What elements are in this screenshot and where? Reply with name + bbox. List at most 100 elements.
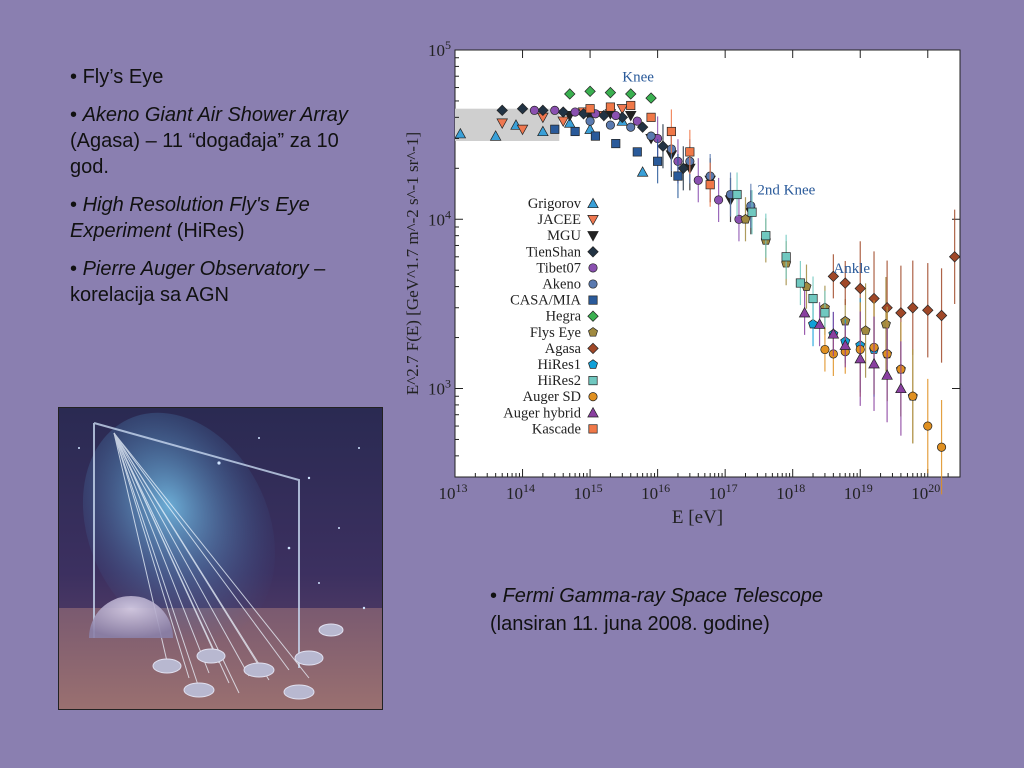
point-grigorov	[454, 127, 467, 139]
point-tibet07	[550, 105, 560, 115]
annotation-ankle: Ankle	[833, 261, 870, 277]
point-kascade	[705, 180, 715, 190]
point-auger-sd	[908, 391, 918, 401]
stars	[78, 437, 366, 610]
x-tick-label: 1020	[911, 481, 940, 503]
x-tick-label: 1014	[506, 481, 535, 503]
point-grigorov	[563, 117, 576, 128]
annotation-knee: Knee	[622, 70, 654, 86]
point-hegra	[625, 88, 637, 100]
legend-marker-hegra	[587, 310, 599, 322]
legend-label-kascade: Kascade	[532, 421, 581, 437]
point-hires2	[732, 189, 742, 200]
point-auger-hybrid	[854, 352, 867, 364]
point-agasa	[948, 251, 961, 263]
point-jacee	[616, 104, 629, 115]
point-auger-hybrid	[839, 339, 852, 350]
point-hires2	[747, 207, 757, 217]
point-grigorov	[489, 130, 502, 141]
point-grigorov	[584, 123, 596, 134]
point-tibet07	[632, 116, 642, 126]
y-tick-label: 104	[428, 207, 451, 229]
point-hires2	[820, 308, 830, 318]
x-tick-label: 1016	[641, 481, 670, 503]
point-tibet07	[570, 107, 580, 117]
point-kascade	[666, 126, 676, 137]
point-tibet07	[611, 110, 621, 121]
shower-lines	[113, 432, 310, 694]
point-casa-mia	[590, 131, 600, 141]
point-casa-mia	[611, 139, 621, 149]
point-akeno	[646, 131, 656, 141]
point-jacee	[496, 118, 509, 130]
point-agasa	[827, 270, 840, 283]
point-flys-eye	[860, 325, 871, 335]
x-tick-label: 1013	[439, 481, 468, 503]
point-tienshan	[496, 104, 508, 117]
legend-marker-tibet07	[588, 263, 598, 273]
x-tick-label: 1017	[709, 481, 738, 503]
point-akeno	[585, 116, 595, 126]
y-tick-label: 103	[428, 377, 451, 399]
legend-marker-jacee	[587, 215, 599, 226]
point-hegra	[604, 86, 617, 99]
point-grigorov	[537, 125, 549, 137]
y-tick-label: 105	[428, 40, 451, 60]
legend-label-flys-eye: Flys Eye	[530, 325, 581, 341]
point-akeno	[626, 122, 636, 132]
legend-label-akeno: Akeno	[542, 277, 581, 293]
point-hegra	[564, 88, 576, 100]
legend-label-grigorov: Grigorov	[528, 196, 582, 212]
legend-label-jacee: JACEE	[538, 212, 582, 228]
legend-label-agasa: Agasa	[545, 341, 582, 357]
x-tick-label: 1015	[574, 481, 603, 503]
bullet-hires: • High Resolution Fly's Eye Experiment (…	[70, 194, 310, 242]
point-auger-hybrid	[798, 306, 811, 318]
air-shower-illustration	[58, 407, 383, 710]
legend-label-hegra: Hegra	[546, 309, 582, 325]
legend-label-mgu: MGU	[547, 228, 581, 244]
legend-marker-mgu	[587, 231, 599, 242]
point-tienshan	[598, 109, 610, 122]
point-agasa	[895, 307, 907, 319]
point-tienshan	[537, 104, 549, 117]
x-axis-label: E [eV]	[672, 507, 723, 528]
point-hires1	[808, 318, 819, 329]
point-hegra	[645, 92, 657, 104]
point-tienshan	[557, 106, 569, 118]
point-flys-eye	[880, 318, 891, 329]
point-grigorov	[636, 166, 649, 177]
legend-label-tibet07: Tibet07	[536, 260, 581, 276]
point-kascade	[605, 102, 615, 112]
point-casa-mia	[653, 156, 663, 166]
annotation-2nd-knee: 2nd Knee	[757, 183, 815, 199]
legend-label-tienshan: TienShan	[526, 244, 582, 260]
point-jacee	[516, 124, 529, 136]
point-tienshan	[677, 162, 689, 174]
point-tibet07	[693, 175, 703, 185]
legend-label-auger-hybrid: Auger hybrid	[503, 405, 581, 421]
point-hires2	[808, 293, 818, 304]
point-hegra	[584, 85, 596, 98]
legend-marker-kascade	[588, 424, 598, 434]
point-auger-hybrid	[881, 369, 893, 380]
legend-marker-hires2	[588, 376, 598, 386]
bullet-fermi: • Fermi Gamma-ray Space Telescope (lansir…	[490, 585, 824, 635]
point-kascade	[646, 112, 656, 122]
point-hires2	[795, 278, 805, 288]
legend-marker-hires1	[588, 359, 598, 369]
point-kascade	[585, 104, 595, 114]
x-tick-label: 1018	[776, 481, 805, 503]
point-auger-hybrid	[827, 328, 840, 339]
legend-marker-grigorov	[587, 197, 599, 209]
point-tienshan	[657, 140, 669, 152]
bullet-agasa: • Akeno Giant Air Shower Array (Agasa) –…	[70, 104, 348, 178]
point-agasa	[935, 309, 948, 322]
legend-marker-auger-hybrid	[587, 406, 599, 418]
point-tibet07	[714, 195, 724, 205]
point-hires2	[781, 252, 791, 262]
point-agasa	[839, 277, 851, 289]
point-auger-hybrid	[813, 318, 826, 329]
point-auger-hybrid	[868, 357, 880, 369]
point-casa-mia	[550, 124, 560, 134]
